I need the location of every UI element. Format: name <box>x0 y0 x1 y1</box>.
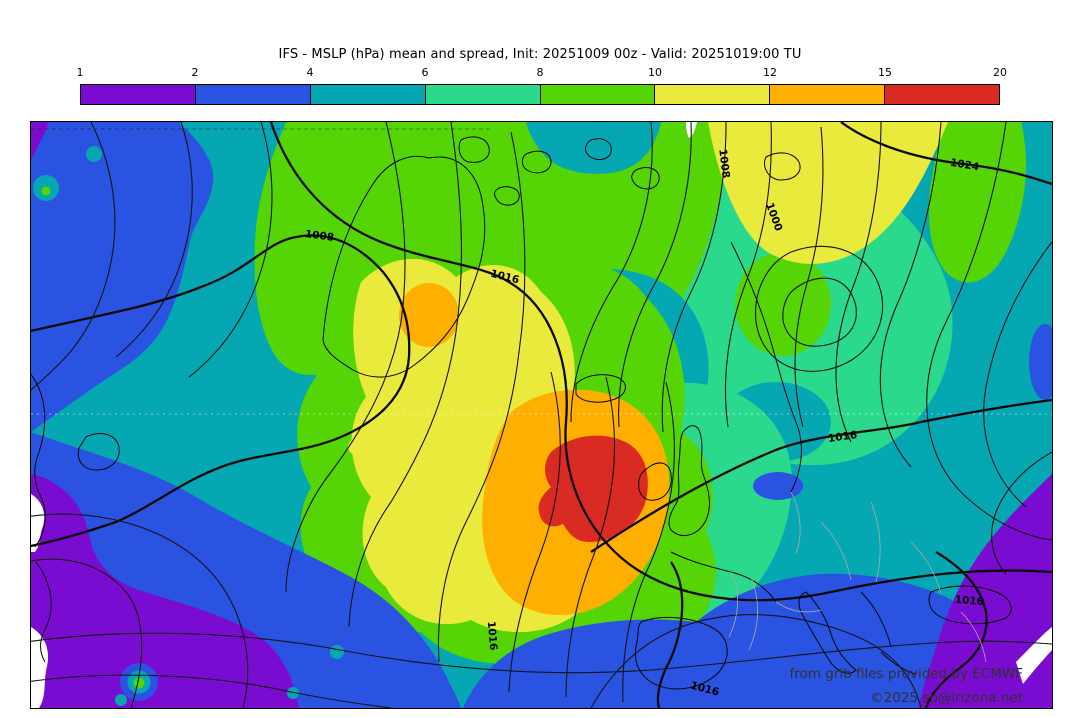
mask-white-left1 <box>31 494 45 552</box>
colorbar-tick-label: 6 <box>421 66 429 79</box>
coastlines <box>31 136 1012 690</box>
isobar-label: 1016 <box>954 594 984 609</box>
colorbar-segment-6-8 <box>425 85 541 104</box>
region-blue-med <box>463 573 983 708</box>
isobar-label: 1024 <box>949 157 980 174</box>
spread-field <box>31 122 1052 708</box>
country-borders <box>728 491 987 663</box>
region-yellow-dot <box>348 439 364 455</box>
region-violet-se <box>919 474 1052 708</box>
colorbar-tick-label: 1 <box>76 66 84 79</box>
colorbar-tick-label: 12 <box>763 66 777 79</box>
colorbar-tick-label: 8 <box>536 66 544 79</box>
mask-white-left2 <box>31 627 49 708</box>
colorbar-segment-12-15 <box>770 85 886 104</box>
graticule <box>31 128 1052 415</box>
region-orange-small <box>399 283 459 347</box>
region-blue-nw <box>31 122 214 432</box>
colorbar-segment-10-12 <box>655 85 771 104</box>
isobars <box>31 122 1052 708</box>
isobar-label: 1016 <box>827 429 858 445</box>
spot-green-ring <box>133 677 145 689</box>
attribution-source: from grib files provided by ECMWF <box>790 666 1023 682</box>
colorbar-ticks: 1 2 4 6 8 10 12 15 20 <box>76 66 1008 81</box>
region-violet-corner <box>31 122 49 160</box>
region-teal-archipelago <box>526 122 661 174</box>
colorbar-segment-8-10 <box>540 85 656 104</box>
region-green-norway <box>735 252 831 356</box>
colorbar-tick-label: 20 <box>993 66 1007 79</box>
region-blue-east-edge <box>1029 324 1052 400</box>
colorbar-tick-label: 10 <box>648 66 662 79</box>
colorbar-segment-15-20 <box>885 85 999 104</box>
weather-map: 1008 1016 1016 1024 1008 1000 1016 1016 1016 fro… <box>30 121 1053 709</box>
spot-teal-1 <box>86 146 102 162</box>
colorbar-segment-2-4 <box>195 85 311 104</box>
region-red-max <box>538 435 648 542</box>
isobar-label: 1008 <box>304 228 335 244</box>
region-blue-alps <box>753 472 803 500</box>
colorbar <box>80 84 1000 105</box>
isobar-label: 1016 <box>485 621 500 651</box>
page-title: IFS - MSLP (hPa) mean and spread, Init: … <box>278 47 802 62</box>
spot-green-2 <box>41 186 51 196</box>
colorbar-segment-1-2 <box>81 85 196 104</box>
region-violet-sw <box>31 474 299 708</box>
colorbar-tick-label: 15 <box>878 66 892 79</box>
spot-teal-3 <box>115 694 127 706</box>
colorbar-segment-4-6 <box>310 85 426 104</box>
spot-teal-5 <box>287 687 299 699</box>
isobar-label: 1008 <box>716 148 731 178</box>
colorbar-tick-label: 4 <box>306 66 314 79</box>
spot-teal-4 <box>330 645 344 659</box>
attribution-copyright: ©2025 sb@irizona.net <box>870 690 1023 706</box>
mask-white-se <box>1016 627 1052 684</box>
region-yellow-svalbard <box>708 122 948 264</box>
colorbar-tick-label: 2 <box>191 66 199 79</box>
